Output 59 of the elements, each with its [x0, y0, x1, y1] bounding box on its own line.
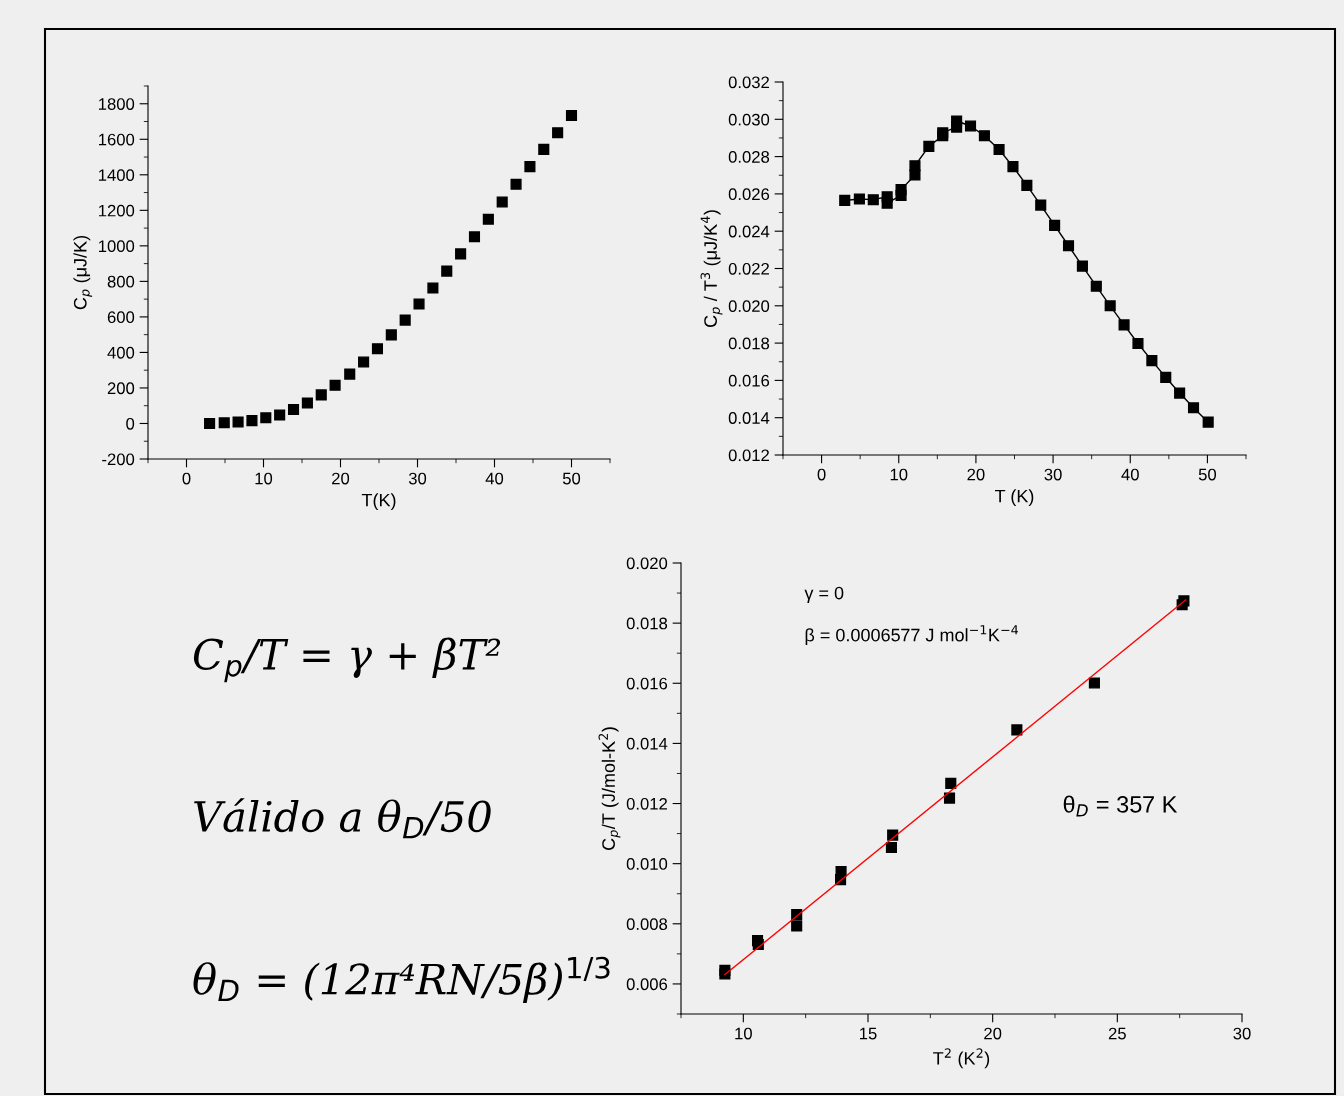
y-tick-label: 0: [126, 417, 135, 430]
x-tick-label: 40: [1121, 468, 1139, 481]
y-axis-title: C$_{p}$ / T$^{3}$ (μJ/K$^{4}$): [700, 210, 723, 327]
y-tick-label: 0.020: [626, 557, 668, 570]
annotation: β = 0.0006577 J mol$^{−1}$K$^{−4}$: [805, 625, 1019, 646]
y-tick-label: -200: [102, 453, 135, 466]
y-axis-title: C$_{p}$/T (J/mol-K$^{2}$): [598, 727, 621, 850]
y-tick-label: 400: [107, 346, 135, 359]
y-tick-label: 0.026: [728, 188, 770, 201]
y-axis-title: C$_{p}$ (μJ/K): [73, 236, 93, 310]
x-tick-label: 10: [255, 472, 273, 485]
y-tick-label: 0.032: [728, 76, 769, 89]
y-tick-label: 800: [107, 275, 135, 288]
x-tick-label: 25: [1108, 1027, 1126, 1040]
annotation: θ$_{D}$ = 357 K: [1063, 795, 1178, 817]
y-tick-label: 0.022: [728, 262, 769, 275]
text: θ$_{D}$ = (12π⁴RN/5β)$^{1/3}$: [193, 956, 610, 1003]
x-tick-label: 10: [890, 468, 908, 481]
y-tick-label: 0.016: [728, 374, 770, 387]
y-tick-label: 0.008: [626, 918, 668, 930]
x-tick-label: 30: [1233, 1027, 1251, 1040]
y-tick-label: 0.018: [626, 617, 668, 630]
x-axis-title: T(K): [361, 493, 396, 511]
y-tick-label: 0.028: [728, 151, 770, 163]
x-tick-label: 20: [967, 468, 985, 481]
y-tick-label: 1000: [99, 240, 135, 253]
y-tick-label: 200: [107, 382, 135, 395]
y-tick-label: 0.018: [728, 337, 770, 350]
y-tick-label: 1200: [99, 204, 135, 217]
x-tick-label: 30: [1044, 468, 1062, 481]
y-tick-label: 0.020: [728, 300, 770, 312]
y-tick-label: 1800: [99, 98, 135, 110]
x-axis-title: T$^{2}$ (K$^{2}$): [933, 1048, 990, 1069]
y-tick-label: 0.012: [626, 797, 667, 810]
x-tick-label: 50: [1198, 468, 1217, 481]
y-tick-label: 0.010: [626, 858, 668, 870]
y-tick-label: 0.030: [728, 113, 770, 126]
y-tick-label: 0.024: [728, 225, 770, 238]
x-axis-title: T (K): [995, 489, 1034, 507]
y-tick-label: 0.012: [728, 449, 769, 462]
x-tick-label: 40: [485, 472, 504, 485]
text: C$_{p}$/T = γ + βT²: [193, 637, 501, 683]
x-tick-label: 20: [332, 472, 350, 485]
x-tick-label: 10: [735, 1027, 752, 1040]
x-tick-label: 50: [562, 472, 581, 485]
annotation: γ = 0: [804, 586, 844, 603]
x-tick-label: 0: [182, 472, 191, 485]
x-tick-label: 15: [860, 1027, 877, 1040]
y-tick-label: 600: [107, 311, 135, 324]
y-tick-label: 1600: [99, 133, 135, 146]
y-tick-label: 0.014: [728, 412, 770, 424]
y-tick-label: 0.006: [626, 978, 668, 991]
text: Válido a θ$_{D}$/50: [194, 798, 491, 839]
y-tick-label: 0.016: [626, 677, 668, 690]
x-tick-label: 20: [984, 1027, 1002, 1040]
x-tick-label: 30: [408, 472, 427, 485]
x-tick-label: 0: [817, 468, 826, 481]
y-tick-label: 0.014: [626, 737, 668, 750]
y-tick-label: 1400: [99, 169, 135, 182]
